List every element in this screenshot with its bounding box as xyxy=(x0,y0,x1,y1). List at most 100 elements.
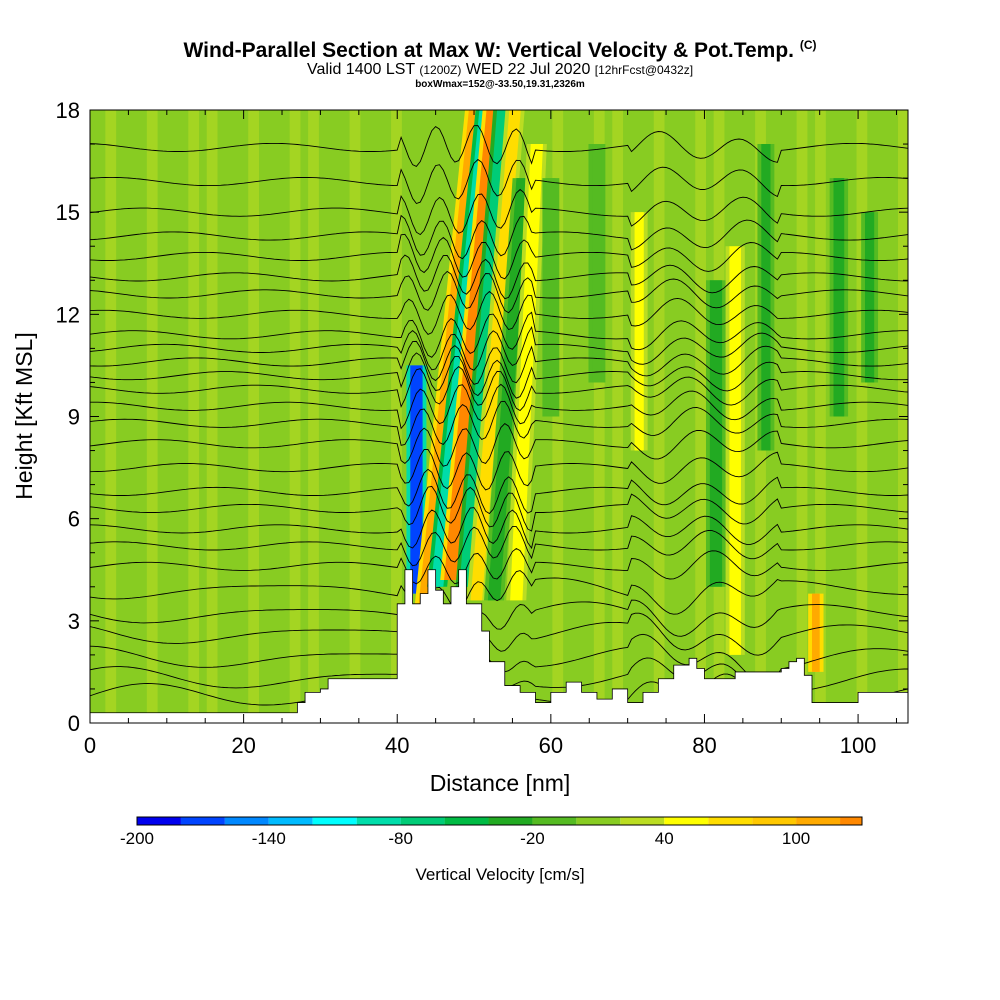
variability-stripe xyxy=(146,110,158,723)
velocity-band xyxy=(709,280,723,587)
colorbar-swatch xyxy=(488,817,533,825)
chart-title: Wind-Parallel Section at Max W: Vertical… xyxy=(183,38,817,62)
colorbar-tick-label: 100 xyxy=(782,829,810,848)
x-tick-label: 0 xyxy=(84,733,96,758)
x-tick-label: 100 xyxy=(840,733,877,758)
colorbar-swatch xyxy=(356,817,401,825)
y-axis: 0 3 6 9 12 15 18 xyxy=(56,98,908,736)
velocity-band xyxy=(510,144,544,601)
variability-stripe xyxy=(815,110,826,723)
isentrope-line xyxy=(90,507,908,550)
velocity-band xyxy=(634,212,644,451)
x-tick-label: 40 xyxy=(385,733,409,758)
isentrope-line xyxy=(90,423,908,467)
colorbar-swatch xyxy=(400,817,445,825)
isentrope-line xyxy=(90,449,908,491)
variability-stripe xyxy=(349,110,361,723)
variability-stripe xyxy=(612,110,624,723)
variability-stripe xyxy=(695,110,706,723)
isentrope-line xyxy=(90,188,908,236)
velocity-field xyxy=(90,110,908,723)
variability-stripe xyxy=(593,110,605,723)
velocity-band xyxy=(864,212,875,383)
velocity-band xyxy=(811,593,820,672)
isentrope-line xyxy=(90,311,908,358)
colorbar-swatch xyxy=(444,817,489,825)
y-tick-label: 6 xyxy=(68,507,80,532)
isentrope-line xyxy=(90,485,908,532)
y-tick-label: 9 xyxy=(68,405,80,430)
isentrope-line xyxy=(90,352,908,399)
y-tick-label: 15 xyxy=(56,200,80,225)
colorbar-tick-label: 40 xyxy=(655,829,674,848)
chart-subtitle: Valid 1400 LST (1200Z) WED 22 Jul 2020 [… xyxy=(306,61,694,78)
isentrope-line xyxy=(90,254,908,300)
velocity-band xyxy=(761,144,771,451)
isentrope-line xyxy=(90,468,908,515)
colorbar-swatch xyxy=(268,817,313,825)
colorbar-swatch xyxy=(796,817,841,825)
variability-stripe xyxy=(206,110,218,723)
colorbar-swatch xyxy=(312,817,357,825)
variability-stripe xyxy=(248,110,259,723)
variability-stripe xyxy=(856,110,868,723)
colorbar-tick-label: -20 xyxy=(520,829,545,848)
copyright-mark: (C) xyxy=(799,38,817,52)
isentrope-line xyxy=(90,158,908,205)
isentrope-line xyxy=(90,526,908,567)
isentrope-line xyxy=(90,366,908,412)
x-tick-label: 60 xyxy=(539,733,563,758)
velocity-band xyxy=(833,178,845,417)
y-tick-label: 3 xyxy=(68,609,80,634)
variability-stripe xyxy=(308,110,319,723)
variability-stripe xyxy=(391,110,402,723)
terrain-profile xyxy=(90,569,908,723)
isentrope-line xyxy=(90,383,908,430)
x-axis: 0 20 40 60 80 100 xyxy=(84,110,897,758)
isentrope-line xyxy=(90,125,908,167)
isentrope-line xyxy=(90,599,908,637)
isentrope-line xyxy=(90,233,908,280)
box-info-line: boxWmax=152@-33.50,19.31,2326m xyxy=(415,79,585,90)
colorbar-frame xyxy=(136,816,863,826)
terrain-mask xyxy=(90,569,908,723)
isentrope-line xyxy=(90,400,908,446)
colorbar-swatch xyxy=(576,817,621,825)
x-tick-label: 80 xyxy=(692,733,716,758)
isentrope-line xyxy=(90,290,908,335)
colorbar-swatch xyxy=(708,817,753,825)
colorbar-tick-label: -80 xyxy=(388,829,413,848)
x-tick-label: 20 xyxy=(231,733,255,758)
colorbar: -200 -140 -80 -20 40 100 xyxy=(120,816,863,848)
variability-stripe xyxy=(289,110,301,723)
colorbar-swatch xyxy=(137,817,181,825)
colorbar-tick-label: -200 xyxy=(120,829,154,848)
colorbar-title: Vertical Velocity [cm/s] xyxy=(415,865,584,884)
isentrope-line xyxy=(90,270,908,314)
colorbar-swatch xyxy=(180,817,225,825)
variability-stripe xyxy=(653,110,665,723)
y-tick-label: 0 xyxy=(68,711,80,736)
y-tick-label: 18 xyxy=(56,98,80,123)
isentrope-line xyxy=(90,547,908,585)
isentrope-line xyxy=(90,325,908,371)
variability-stripe xyxy=(188,110,200,723)
colorbar-swatch xyxy=(532,817,577,825)
colorbar-tick-label: -140 xyxy=(252,829,286,848)
velocity-band xyxy=(459,110,508,587)
velocity-band xyxy=(546,178,556,417)
x-axis-title: Distance [nm] xyxy=(430,770,571,796)
velocity-band xyxy=(592,144,602,383)
isentrope-line xyxy=(90,214,908,260)
isentrope-line xyxy=(90,570,908,615)
isentrope-line xyxy=(90,340,908,385)
velocity-band xyxy=(470,110,521,601)
colorbar-swatch xyxy=(224,817,269,825)
colorbar-swatch xyxy=(752,817,797,825)
y-axis-title: Height [Kft MSL] xyxy=(11,332,37,499)
variability-stripe xyxy=(105,110,117,723)
y-tick-label: 12 xyxy=(56,302,80,327)
colorbar-swatch xyxy=(664,817,709,825)
colorbar-swatch xyxy=(840,817,862,825)
